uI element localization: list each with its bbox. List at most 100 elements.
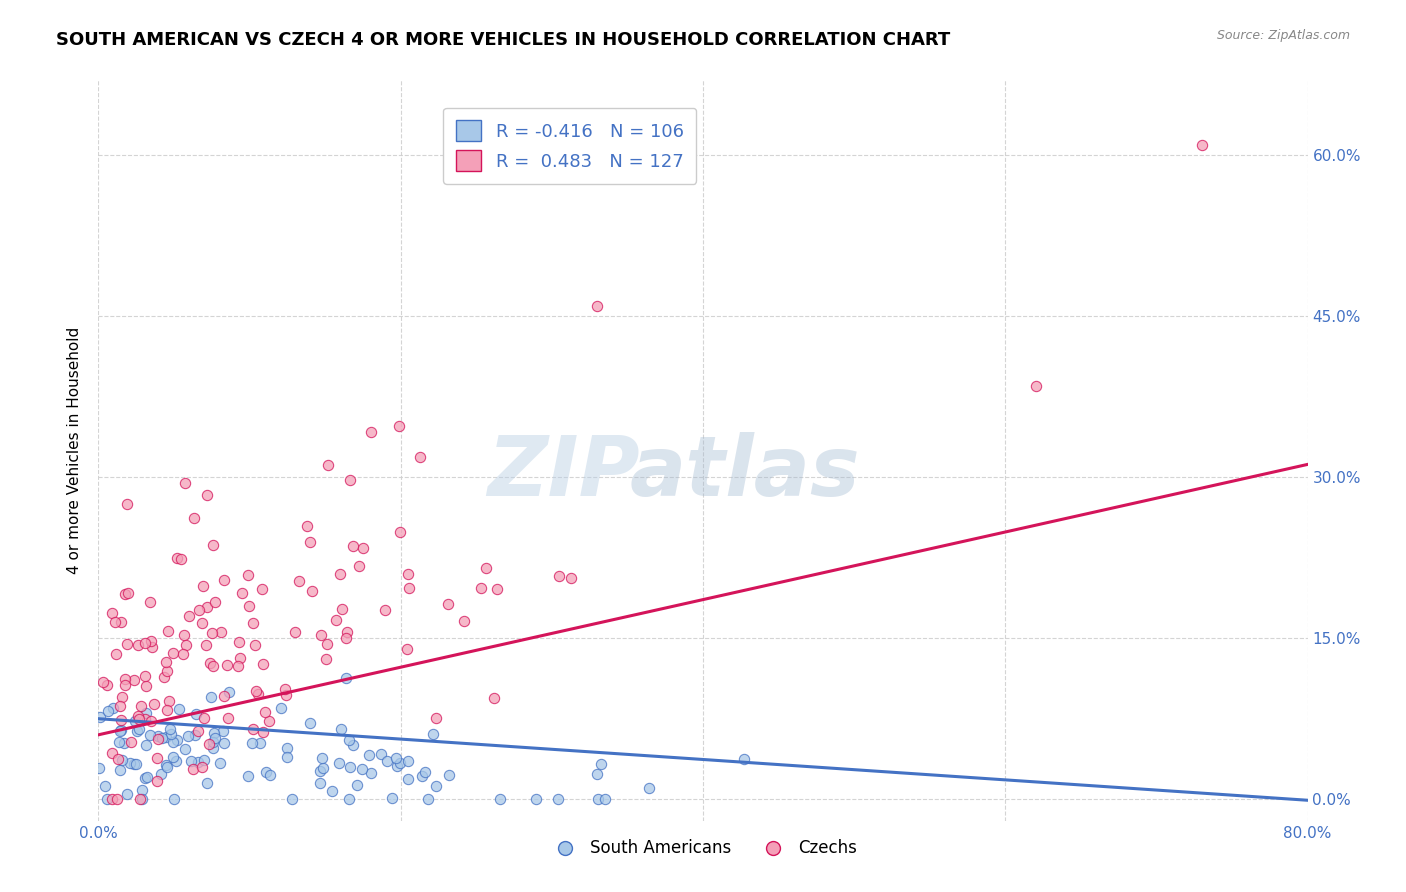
Point: [284, 625, 307, 640]
Point: [114, 672, 136, 686]
Point: [115, 787, 138, 801]
Point: [105, 792, 128, 806]
Point: [377, 754, 399, 768]
Point: [101, 607, 124, 621]
Point: [191, 616, 214, 631]
Point: [270, 701, 292, 715]
Point: [416, 791, 439, 805]
Point: [127, 709, 149, 723]
Point: [114, 587, 136, 601]
Point: [560, 571, 582, 585]
Point: [342, 739, 364, 753]
Point: [146, 773, 169, 788]
Point: [311, 751, 333, 765]
Point: [160, 727, 183, 741]
Point: [135, 770, 157, 784]
Point: [586, 766, 609, 780]
Point: [201, 659, 224, 673]
Point: [146, 729, 169, 743]
Point: [638, 781, 661, 796]
Point: [388, 524, 411, 539]
Point: [150, 766, 173, 780]
Point: [125, 756, 148, 771]
Point: [200, 690, 222, 704]
Point: [156, 703, 179, 717]
Point: [159, 722, 181, 736]
Point: [142, 698, 165, 712]
Point: [202, 725, 225, 739]
Point: [218, 685, 240, 699]
Point: [174, 639, 197, 653]
Point: [184, 706, 207, 721]
Point: [107, 734, 129, 748]
Point: [188, 603, 211, 617]
Point: [120, 735, 142, 749]
Point: [257, 714, 280, 728]
Point: [381, 791, 404, 805]
Point: [236, 567, 259, 582]
Point: [485, 582, 508, 596]
Point: [242, 723, 264, 737]
Point: [91, 674, 114, 689]
Point: [337, 732, 360, 747]
Point: [122, 673, 145, 687]
Point: [288, 574, 311, 588]
Point: [425, 779, 447, 793]
Point: [342, 539, 364, 553]
Point: [299, 534, 322, 549]
Point: [274, 682, 297, 697]
Point: [437, 768, 460, 782]
Point: [110, 763, 132, 777]
Point: [395, 641, 418, 656]
Point: [252, 725, 274, 739]
Point: [131, 783, 153, 797]
Point: [336, 624, 359, 639]
Point: [190, 760, 212, 774]
Point: [360, 425, 382, 439]
Point: [89, 761, 111, 775]
Point: [357, 747, 380, 762]
Point: [155, 757, 177, 772]
Point: [141, 714, 163, 728]
Point: [335, 671, 357, 685]
Point: [328, 756, 350, 770]
Text: SOUTH AMERICAN VS CZECH 4 OR MORE VEHICLES IN HOUSEHOLD CORRELATION CHART: SOUTH AMERICAN VS CZECH 4 OR MORE VEHICL…: [56, 31, 950, 49]
Point: [141, 640, 163, 654]
Point: [335, 632, 357, 646]
Point: [128, 792, 150, 806]
Point: [155, 655, 177, 669]
Point: [249, 736, 271, 750]
Point: [422, 727, 444, 741]
Point: [96, 678, 118, 692]
Point: [162, 646, 184, 660]
Point: [111, 690, 134, 705]
Point: [339, 792, 361, 806]
Point: [236, 769, 259, 783]
Point: [298, 716, 321, 731]
Point: [524, 792, 547, 806]
Point: [166, 733, 188, 747]
Point: [252, 657, 274, 671]
Point: [301, 584, 323, 599]
Point: [202, 734, 225, 748]
Point: [437, 598, 460, 612]
Point: [238, 599, 260, 614]
Point: [173, 627, 195, 641]
Point: [183, 510, 205, 524]
Point: [308, 764, 330, 778]
Point: [211, 723, 233, 738]
Point: [202, 741, 225, 756]
Point: [139, 595, 162, 609]
Point: [134, 669, 156, 683]
Point: [396, 754, 419, 768]
Point: [425, 711, 447, 725]
Point: [204, 595, 226, 609]
Point: [329, 566, 352, 581]
Point: [177, 609, 200, 624]
Point: [162, 749, 184, 764]
Point: [387, 759, 409, 773]
Point: [254, 765, 277, 780]
Point: [352, 762, 374, 776]
Point: [157, 624, 180, 639]
Point: [217, 711, 239, 725]
